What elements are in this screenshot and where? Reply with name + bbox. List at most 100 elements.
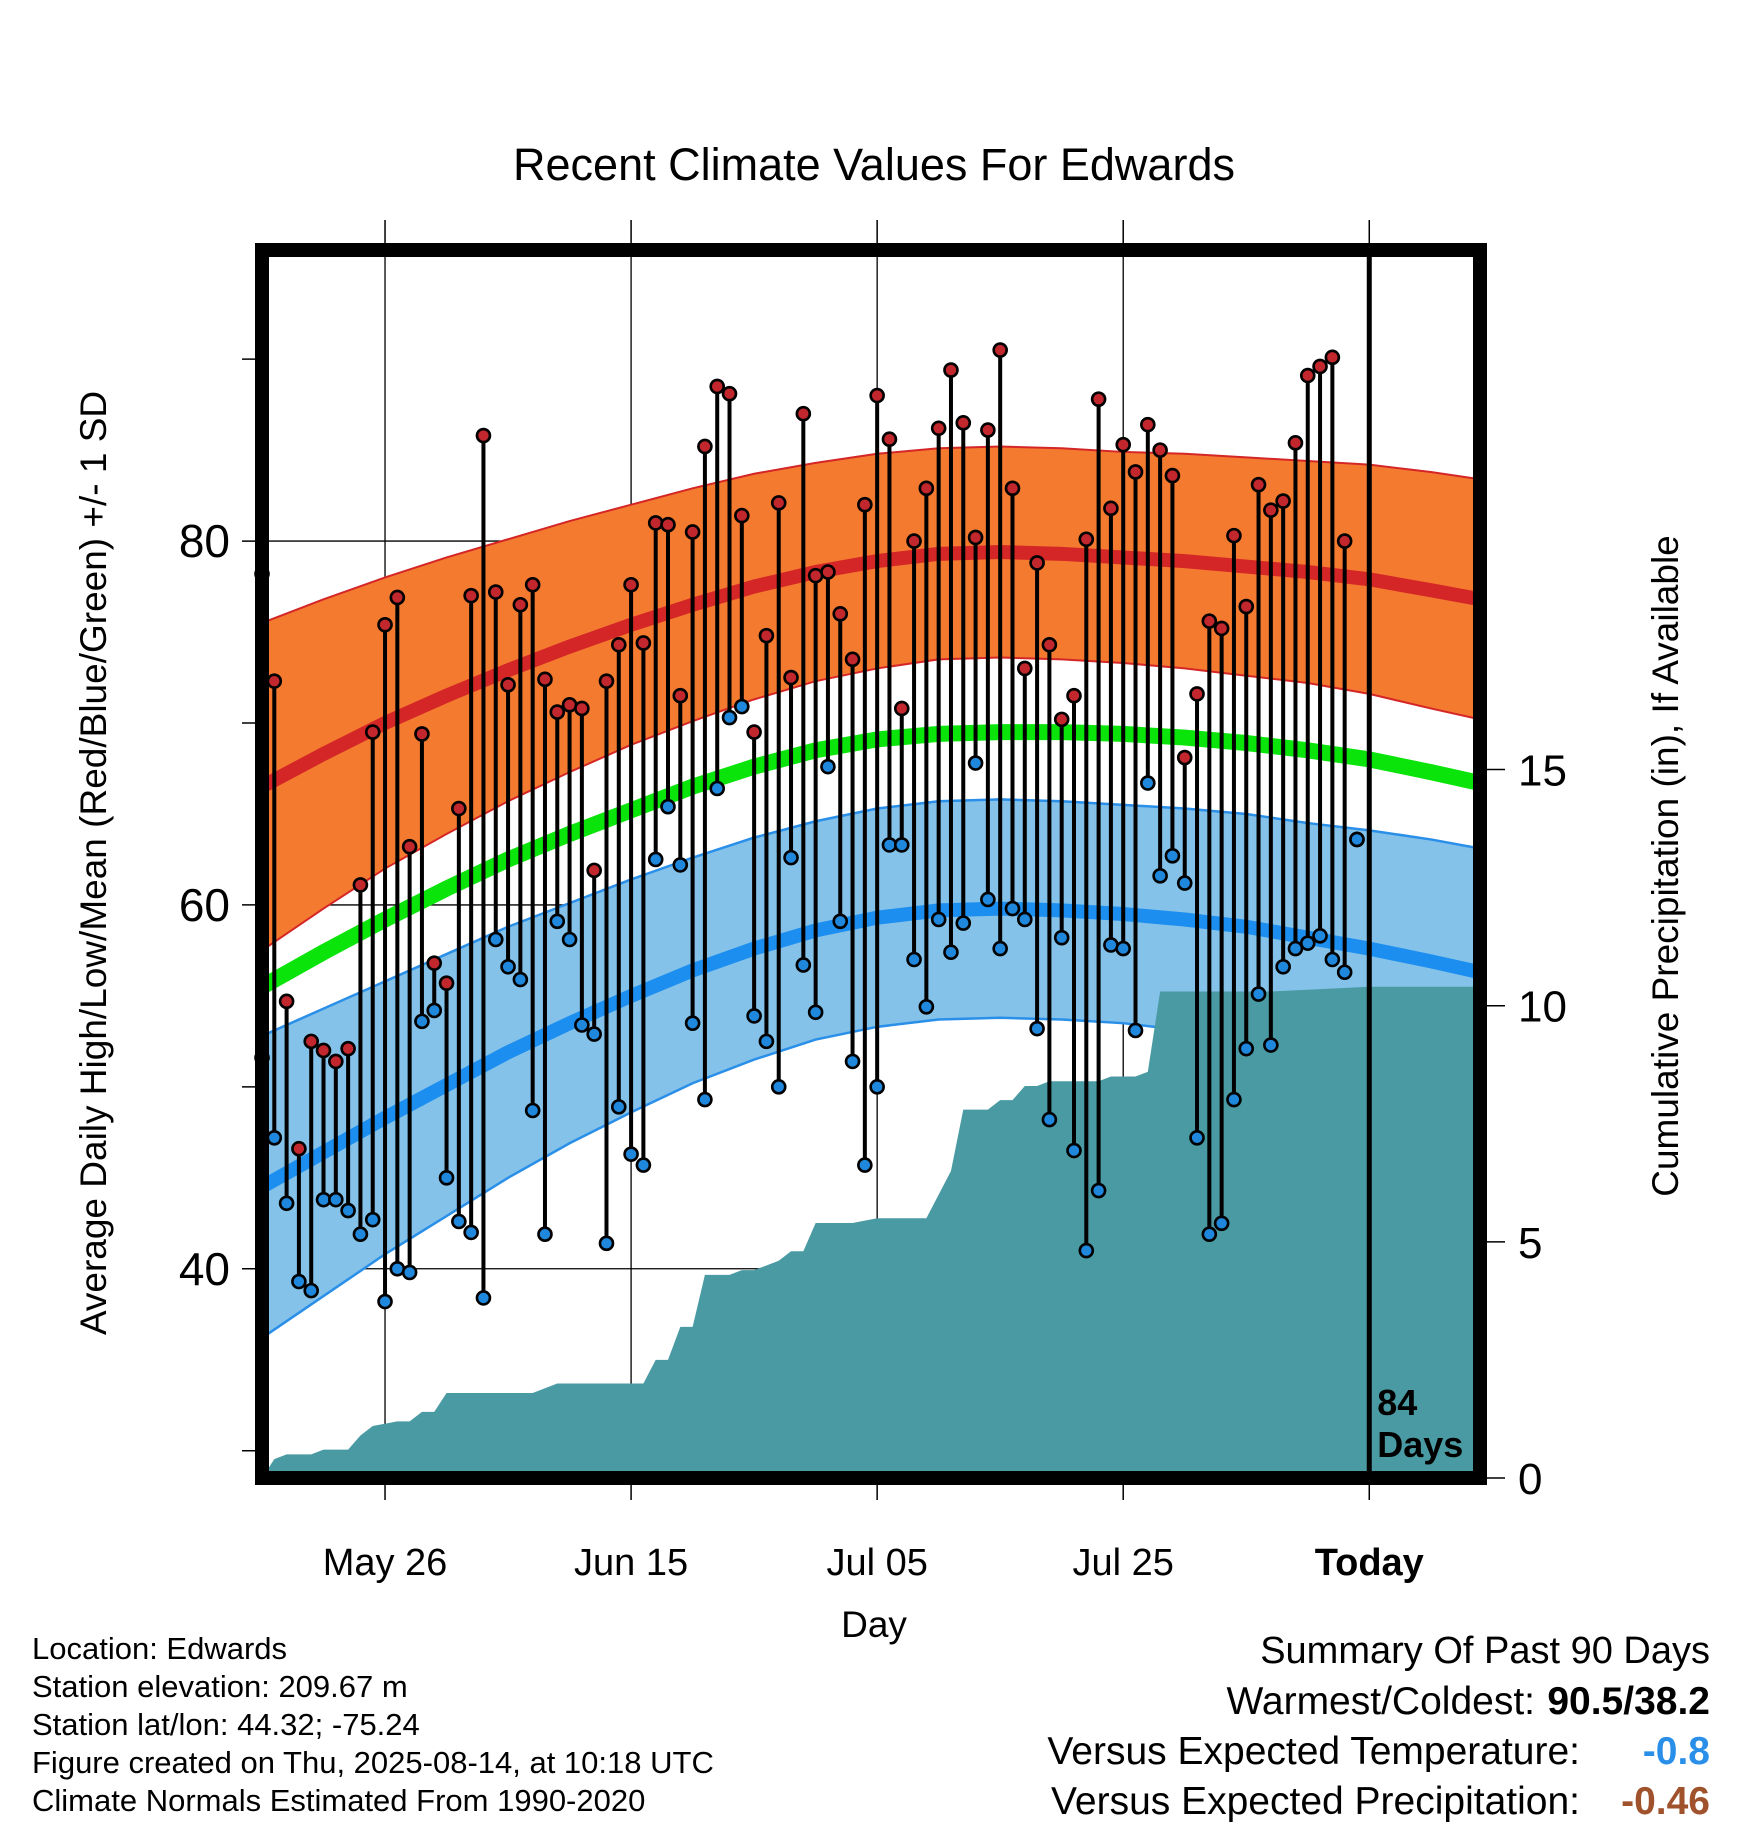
daily-high-point <box>660 516 676 533</box>
daily-high-point <box>647 515 664 531</box>
daily-high-point <box>401 838 418 855</box>
daily-low-point <box>906 951 922 968</box>
daily-stems <box>260 350 1347 1302</box>
daily-high-point <box>721 385 738 402</box>
location-text: Location: Edwards <box>32 1631 288 1666</box>
daily-high-point <box>414 726 430 742</box>
daily-low-point <box>1103 937 1119 953</box>
daily-high-point <box>1226 527 1242 544</box>
daily-low-point <box>1029 1020 1045 1037</box>
daily-low-point <box>770 1079 787 1095</box>
daily-low-point <box>807 1004 824 1021</box>
daily-high-point <box>881 431 898 448</box>
daily-low-point <box>1066 1142 1082 1159</box>
daily-high-point <box>352 877 369 893</box>
daily-high-point <box>389 589 406 606</box>
daily-low-point <box>537 1226 553 1243</box>
cumulative-precip-area <box>262 986 1480 1478</box>
daily-high-point <box>795 405 812 422</box>
daily-high-point <box>955 415 972 431</box>
daily-high-point <box>832 606 849 622</box>
daily-high-point <box>697 438 713 455</box>
daily-high-point <box>426 955 443 971</box>
plot-frame: 84 Days <box>255 243 1487 1485</box>
daily-high-point <box>377 616 393 633</box>
daily-low-point <box>586 1026 602 1042</box>
daily-high-point <box>1336 533 1353 549</box>
daily-high-point <box>869 387 885 404</box>
daily-low-point <box>1213 1215 1230 1232</box>
daily-high-point <box>1299 367 1316 384</box>
today-days-number: 84 <box>1377 1382 1417 1423</box>
today-days-label: 84 Days <box>1377 1382 1463 1465</box>
daily-low-point <box>475 1290 492 1306</box>
precip-anomaly-value: -0.46 <box>1621 1780 1710 1823</box>
daily-low-point <box>844 1053 861 1070</box>
daily-high-point <box>623 576 639 593</box>
daily-high-point <box>1213 620 1230 637</box>
daily-low-point <box>414 1013 430 1030</box>
y2-tick-label: 0 <box>1518 1455 1542 1504</box>
temp-anomaly-value: -0.8 <box>1642 1730 1710 1773</box>
daily-high-point <box>303 1033 320 1050</box>
daily-low-point <box>401 1264 418 1281</box>
elevation-text: Station elevation: 209.67 m <box>32 1669 408 1704</box>
daily-low-point <box>1053 929 1070 946</box>
daily-high-point <box>1250 476 1267 493</box>
high-band-fill <box>262 446 1480 951</box>
daily-high-point <box>598 673 615 689</box>
daily-low-point <box>1127 1022 1144 1039</box>
daily-high-point <box>315 1042 332 1059</box>
summary-panel: Summary Of Past 90 Days Warmest/Coldest:… <box>1047 1625 1710 1827</box>
warm-cold-label: Warmest/Coldest: <box>1226 1680 1535 1723</box>
normals-text: Climate Normals Estimated From 1990-2020 <box>32 1783 646 1818</box>
daily-low-point <box>389 1260 406 1277</box>
daily-low-point <box>1299 935 1316 951</box>
daily-low-point <box>1287 940 1304 957</box>
daily-high-point <box>524 576 541 593</box>
daily-low-point <box>1312 928 1328 944</box>
daily-high-point <box>1164 467 1181 484</box>
daily-high-point <box>1004 480 1021 497</box>
daily-low-point <box>1004 900 1021 917</box>
daily-high-point <box>1324 349 1341 366</box>
daily-low-point <box>1349 831 1365 848</box>
daily-high-point <box>758 627 775 644</box>
daily-low-point <box>291 1273 307 1290</box>
daily-high-point <box>1189 686 1205 702</box>
daily-low-point <box>352 1226 369 1243</box>
daily-high-point <box>807 567 824 584</box>
daily-high-point <box>967 529 984 546</box>
daily-low-point <box>1140 775 1156 791</box>
daily-low-point <box>500 958 516 975</box>
daily-high-point <box>1016 660 1033 677</box>
daily-low-point <box>992 940 1008 957</box>
daily-low-point <box>967 755 984 771</box>
today-days-unit: Days <box>1377 1424 1463 1465</box>
daily-low-point <box>832 913 849 930</box>
daily-high-point <box>930 420 947 437</box>
daily-low-point <box>451 1213 467 1230</box>
x-tick-label: Jul 05 <box>826 1542 927 1584</box>
axes: 40 60 80 0 5 10 15 May 26 Jun 15 Jul 05 Jul 25 Toda… <box>179 220 1567 1584</box>
daily-low-point <box>746 1008 762 1024</box>
y2-tick-label: 5 <box>1518 1219 1542 1268</box>
daily-high-point <box>1275 493 1291 509</box>
daily-high-point <box>451 800 467 817</box>
daily-low-point <box>721 709 738 726</box>
y-tick-label: 80 <box>179 515 230 567</box>
daily-high-point <box>857 496 873 513</box>
daily-low-point <box>709 780 726 797</box>
daily-high-point <box>1115 436 1132 453</box>
daily-low-point <box>955 915 972 931</box>
daily-low-point <box>303 1282 320 1299</box>
plot-border <box>255 243 1487 1485</box>
daily-high-point <box>1029 555 1045 571</box>
daily-high-point <box>709 378 726 395</box>
daily-low-point <box>647 851 664 868</box>
daily-low-point <box>820 758 836 775</box>
daily-low-point <box>512 971 529 988</box>
daily-high-point <box>1263 502 1279 518</box>
daily-low-point <box>1090 1182 1107 1199</box>
